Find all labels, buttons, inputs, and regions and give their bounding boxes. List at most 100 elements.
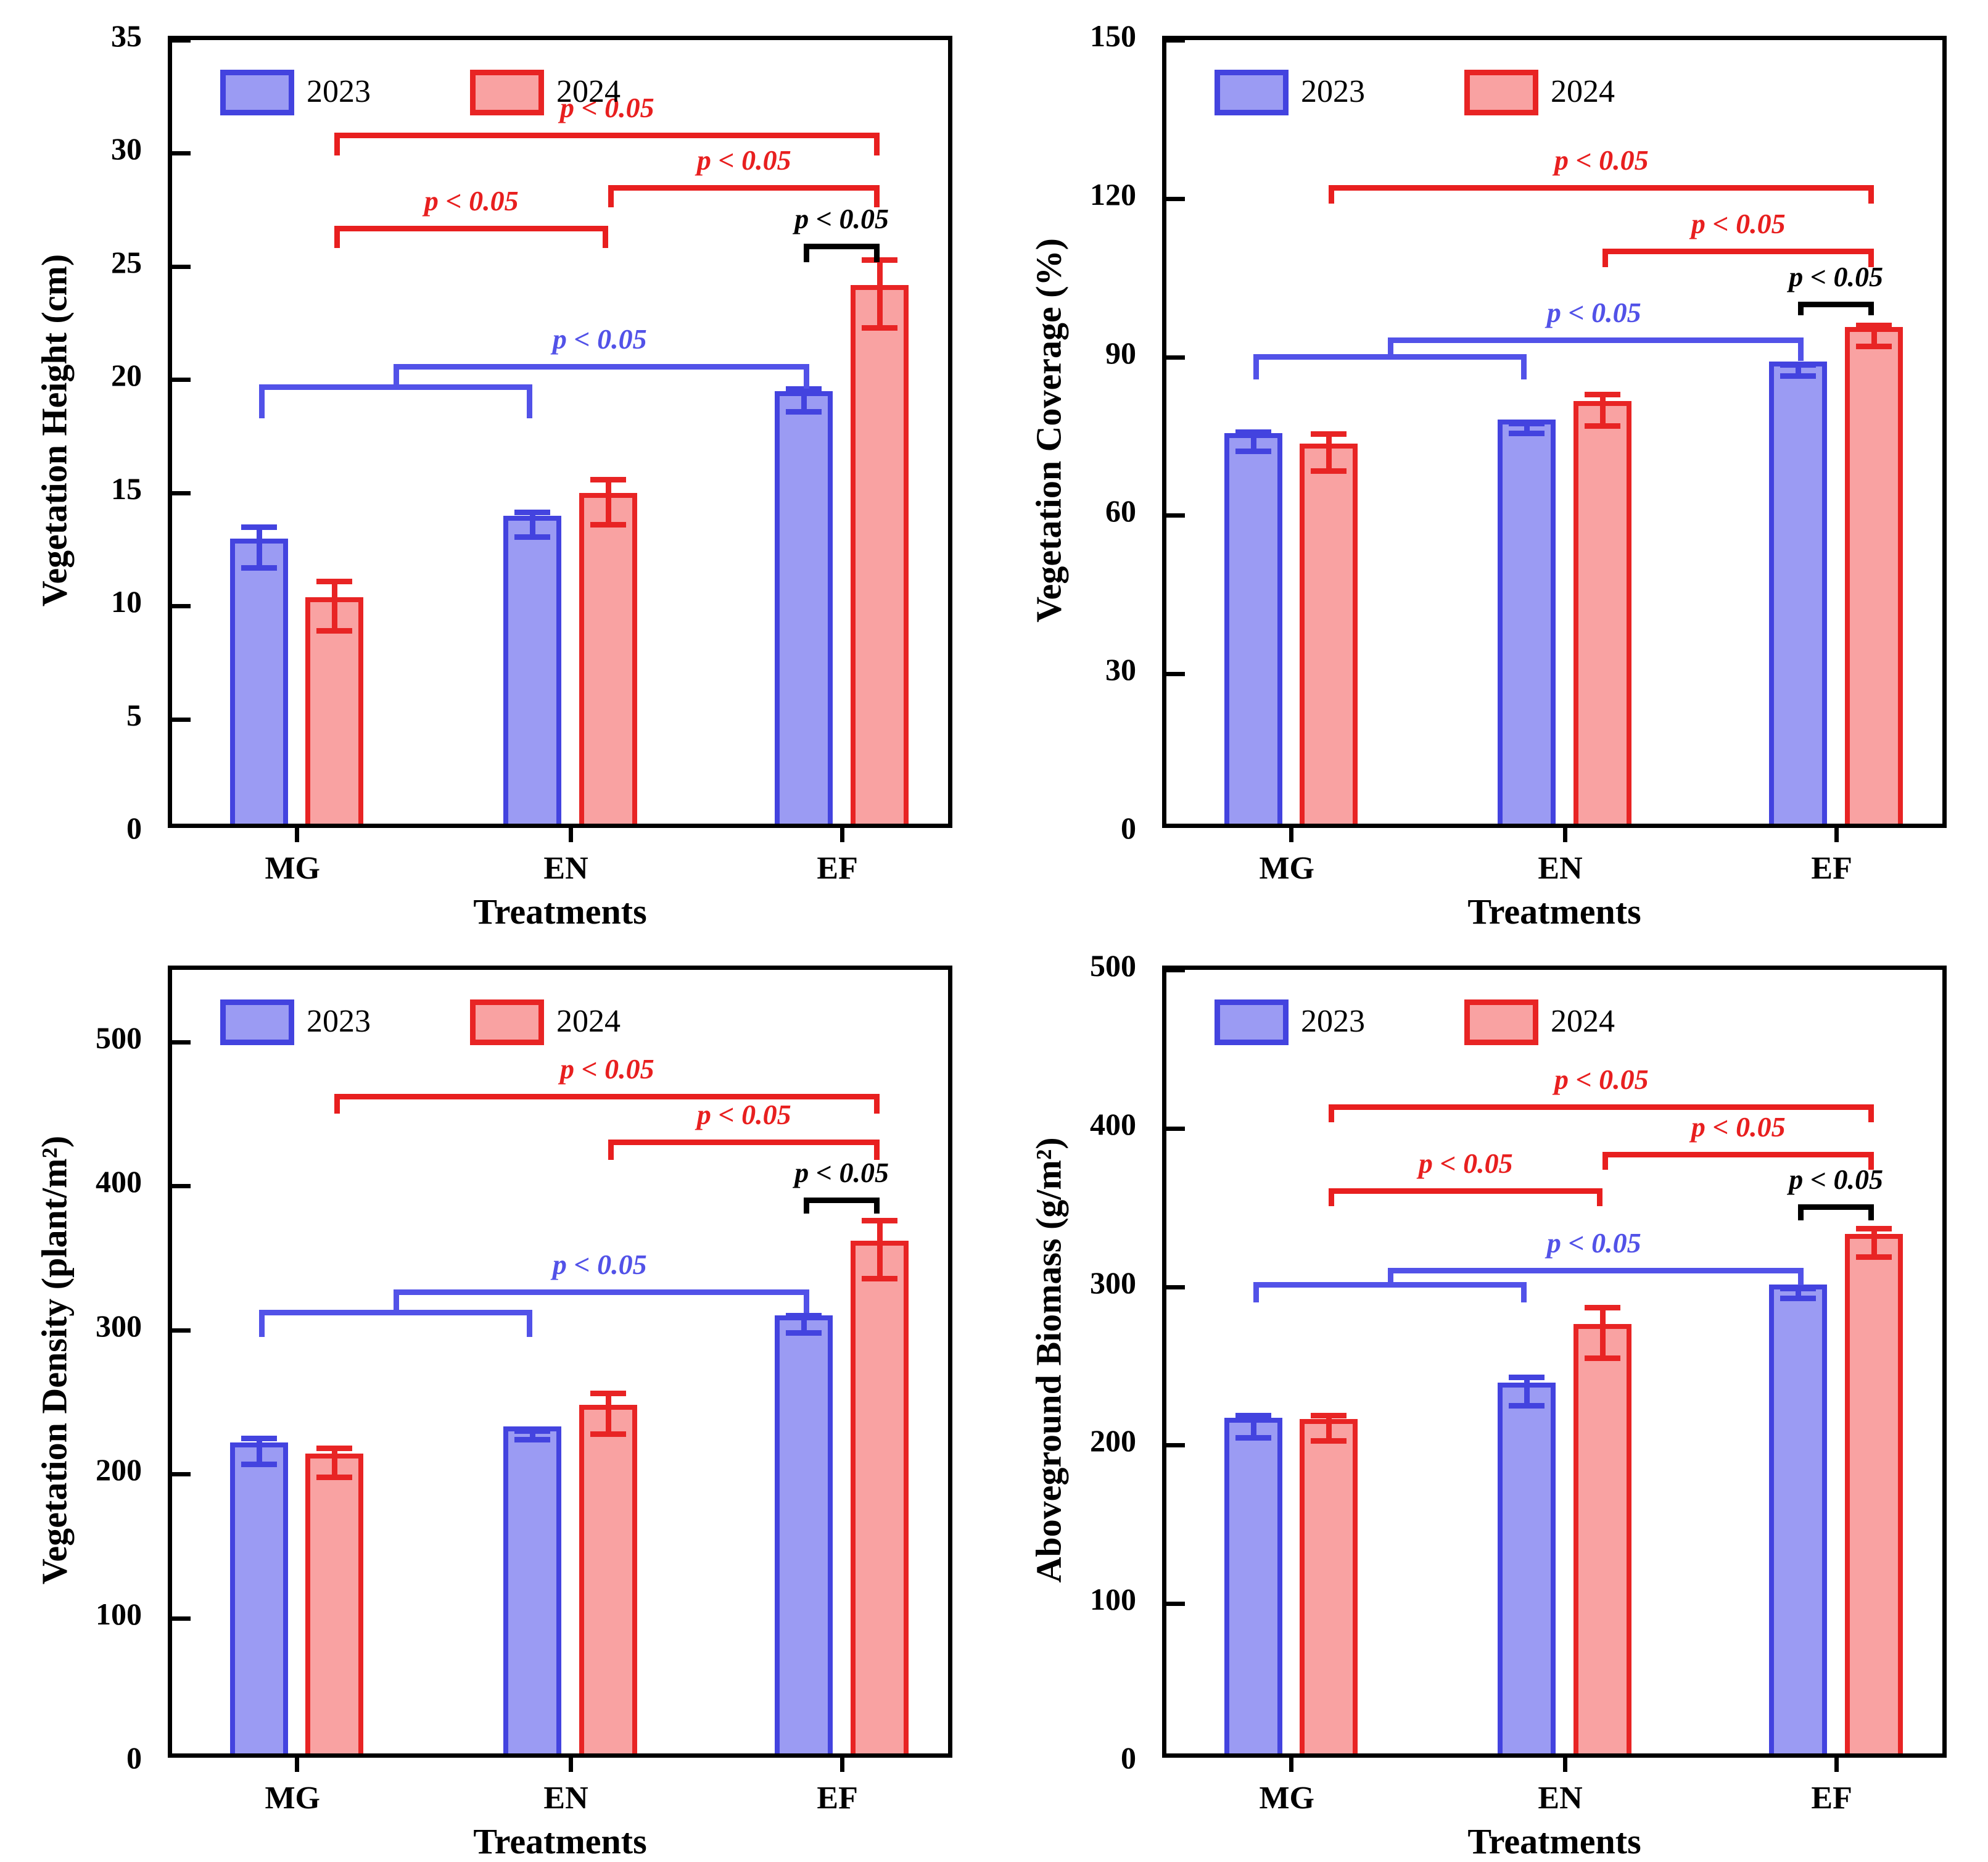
- significance-bracket: [334, 1093, 880, 1099]
- chart-panel-aboveground-biomass: Aboveground Biomass (g/m²) p < 0.05 p < 0.…: [994, 930, 1988, 1861]
- p-value-label: p < 0.05: [424, 184, 519, 217]
- error-cap-top-EF-2024: [862, 1218, 898, 1224]
- p-value-label: p < 0.05: [696, 144, 791, 176]
- p-value-label: p < 0.05: [794, 203, 889, 235]
- p-value-label: p < 0.05: [1554, 1064, 1649, 1096]
- legend-label-2024: 2024: [556, 74, 621, 109]
- y-tick-label: 300: [1090, 1265, 1136, 1300]
- y-tick: [1166, 355, 1185, 360]
- category-label: EF: [1811, 851, 1852, 886]
- category-label: EF: [817, 1781, 858, 1816]
- bracket-end: [803, 244, 809, 262]
- x-tick: [839, 1753, 844, 1772]
- y-tick: [172, 38, 191, 43]
- bracket-end: [1868, 301, 1875, 315]
- bracket-end: [1329, 1104, 1335, 1122]
- category-label: EN: [543, 1781, 588, 1816]
- y-tick: [1166, 38, 1185, 43]
- x-axis-title: Treatments: [1467, 1821, 1641, 1861]
- error-bar-EN-2023: [529, 511, 535, 537]
- bracket-end: [1797, 301, 1804, 315]
- y-tick-label: 500: [96, 1020, 142, 1055]
- bar-EN-2024: [1573, 401, 1632, 824]
- error-bar-EF-2024: [1871, 1228, 1878, 1257]
- error-cap-top-EF-2024: [1856, 323, 1892, 329]
- error-cap-top-EN-2024: [1585, 1304, 1621, 1310]
- error-cap-top-EN-2024: [590, 1391, 627, 1397]
- error-bar-EF-2023: [1795, 365, 1801, 376]
- legend-label-2024: 2024: [1551, 1004, 1615, 1039]
- y-tick: [172, 490, 191, 495]
- y-tick-label: 400: [1090, 1106, 1136, 1141]
- y-axis-title: Vegetation Coverage (%): [1028, 238, 1069, 623]
- legend-swatch-2024: [470, 70, 544, 115]
- y-tick-label: 200: [1090, 1423, 1136, 1459]
- error-cap-bottom-MG-2024: [316, 1474, 353, 1480]
- bracket-end: [259, 1309, 265, 1338]
- error-bar-EN-2024: [1600, 394, 1606, 426]
- bracket-end: [1797, 1267, 1804, 1286]
- chart-panel-vegetation-height: Vegetation Height (cm) p < 0.05 p < 0.05 p …: [0, 0, 994, 932]
- category-label: EF: [817, 851, 858, 886]
- p-value-label: p < 0.05: [1546, 296, 1641, 328]
- bracket-end: [334, 1093, 340, 1114]
- significance-bracket: [608, 184, 880, 191]
- y-tick: [172, 151, 191, 156]
- bar-EF-2023: [774, 1315, 833, 1753]
- significance-bracket: [334, 225, 609, 231]
- error-cap-top-MG-2024: [316, 1446, 353, 1452]
- error-cap-bottom-EF-2023: [1780, 373, 1816, 379]
- legend-swatch-2024: [1464, 999, 1538, 1045]
- p-value-label: p < 0.05: [1691, 208, 1786, 240]
- bar-EF-2024: [851, 1240, 909, 1753]
- bracket-end: [1868, 185, 1875, 204]
- error-bar-EF-2024: [1871, 325, 1878, 347]
- y-tick-label: 90: [1105, 335, 1136, 370]
- error-cap-bottom-MG-2023: [1235, 1434, 1272, 1441]
- y-axis-title: Aboveground Biomass (g/m²): [1028, 1137, 1069, 1583]
- bar-EF-2024: [1845, 327, 1903, 824]
- bracket-end: [1329, 185, 1335, 204]
- y-tick-label: 20: [111, 358, 142, 393]
- category-label: EN: [1538, 851, 1583, 886]
- y-tick-label: 300: [96, 1308, 142, 1343]
- y-tick: [1166, 1443, 1185, 1448]
- bracket-end: [1868, 1152, 1875, 1170]
- p-value-label: p < 0.05: [1546, 1227, 1641, 1259]
- p-value-label: p < 0.05: [552, 1249, 647, 1281]
- error-cap-bottom-EF-2023: [1780, 1295, 1816, 1301]
- bar-MG-2023: [1224, 432, 1283, 824]
- error-cap-top-EN-2024: [590, 476, 627, 482]
- significance-bracket: [334, 133, 880, 139]
- error-cap-bottom-EF-2024: [862, 325, 898, 331]
- bracket-end: [874, 184, 880, 208]
- category-label: EN: [1538, 1781, 1583, 1816]
- error-cap-top-EF-2024: [862, 257, 898, 263]
- bracket-end: [1797, 1204, 1804, 1220]
- error-bar-EF-2023: [801, 1315, 807, 1333]
- y-tick: [172, 1328, 191, 1333]
- category-label: EN: [543, 851, 588, 886]
- bar-MG-2024: [1300, 443, 1358, 824]
- plot-area: p < 0.05 p < 0.05 p < 0.05 p < 0.05 p < 0.05…: [168, 36, 952, 842]
- bracket-end: [1602, 249, 1609, 268]
- bracket-end: [1253, 1281, 1260, 1303]
- significance-bracket: [1797, 1204, 1875, 1210]
- bracket-end: [874, 1140, 880, 1161]
- error-cap-top-MG-2024: [1311, 1412, 1347, 1418]
- error-bar-EN-2023: [1524, 423, 1530, 433]
- bar-EN-2023: [503, 1426, 561, 1753]
- error-cap-top-EN-2023: [514, 1428, 550, 1434]
- y-tick-label: 15: [111, 471, 142, 506]
- y-tick: [1166, 672, 1185, 677]
- error-cap-bottom-EF-2024: [1856, 1254, 1892, 1260]
- bracket-end: [526, 1309, 532, 1338]
- y-tick-label: 30: [111, 131, 142, 167]
- error-cap-bottom-EN-2023: [1508, 430, 1545, 436]
- error-cap-top-MG-2024: [1311, 431, 1347, 437]
- bar-EF-2024: [851, 284, 909, 824]
- error-cap-bottom-MG-2024: [1311, 468, 1347, 474]
- bar-EN-2023: [503, 516, 561, 824]
- y-tick: [172, 1184, 191, 1189]
- error-cap-bottom-EN-2024: [590, 522, 627, 528]
